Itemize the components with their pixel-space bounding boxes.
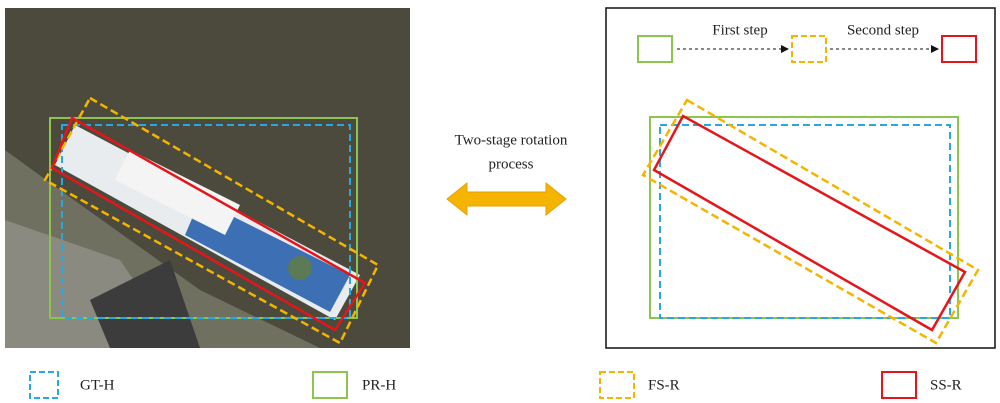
- figure: Two-stage rotation process First step Se…: [0, 0, 1000, 403]
- legend-swatch: [600, 372, 634, 398]
- double-arrow: [447, 183, 566, 215]
- legend-label: FS-R: [648, 377, 680, 393]
- process-label: process: [489, 156, 534, 172]
- step-label: First step: [712, 22, 767, 38]
- step-label: Second step: [847, 22, 919, 38]
- process-label: Two-stage rotation: [455, 132, 568, 148]
- legend-swatch: [30, 372, 58, 398]
- legend-label: PR-H: [362, 377, 396, 393]
- legend-label: GT-H: [80, 377, 115, 393]
- legend-label: SS-R: [930, 377, 962, 393]
- legend-swatch: [882, 372, 916, 398]
- legend-swatch: [313, 372, 347, 398]
- schematic-panel: [606, 8, 995, 348]
